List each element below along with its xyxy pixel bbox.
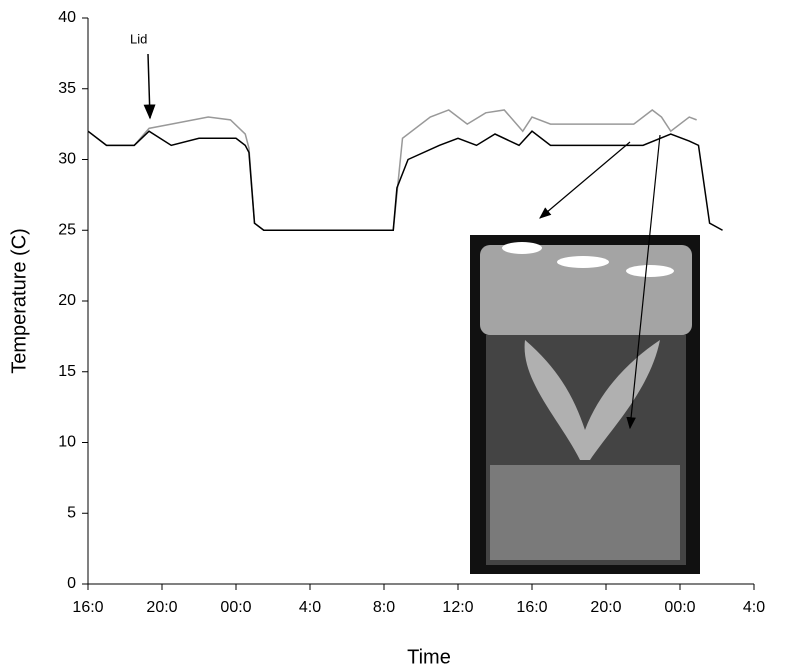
y-tick-label: 15 xyxy=(58,363,76,380)
x-axis-label: Time xyxy=(407,646,451,668)
x-tick-label: 16:0 xyxy=(516,599,547,616)
y-tick-label: 25 xyxy=(58,221,76,238)
y-tick-label: 0 xyxy=(67,575,76,592)
x-tick-label: 12:0 xyxy=(442,599,473,616)
x-tick-label: 4:0 xyxy=(743,599,765,616)
x-tick-label: 20:0 xyxy=(146,599,177,616)
annotation-arrow xyxy=(539,141,631,219)
x-tick-label: 00:0 xyxy=(664,599,695,616)
photo-inset xyxy=(470,235,700,574)
annotation: Lid xyxy=(130,31,147,46)
x-tick-label: 4:0 xyxy=(299,599,321,616)
x-tick-label: 16:0 xyxy=(72,599,103,616)
line xyxy=(87,130,723,231)
x-tick-label: 00:0 xyxy=(220,599,251,616)
y-axis-label: Temperature (C) xyxy=(8,228,30,374)
y-tick-label: 40 xyxy=(58,9,76,26)
line xyxy=(87,109,697,231)
y-tick-label: 20 xyxy=(58,292,76,309)
y-tick-label: 10 xyxy=(58,434,76,451)
x-tick-label: 8:0 xyxy=(373,599,395,616)
annotation-arrow xyxy=(626,134,661,430)
x-tick-label: 20:0 xyxy=(590,599,621,616)
y-tick-label: 35 xyxy=(58,80,76,97)
y-tick-label: 30 xyxy=(58,151,76,168)
y-tick-label: 5 xyxy=(67,504,76,521)
annotation-arrow xyxy=(143,53,156,120)
